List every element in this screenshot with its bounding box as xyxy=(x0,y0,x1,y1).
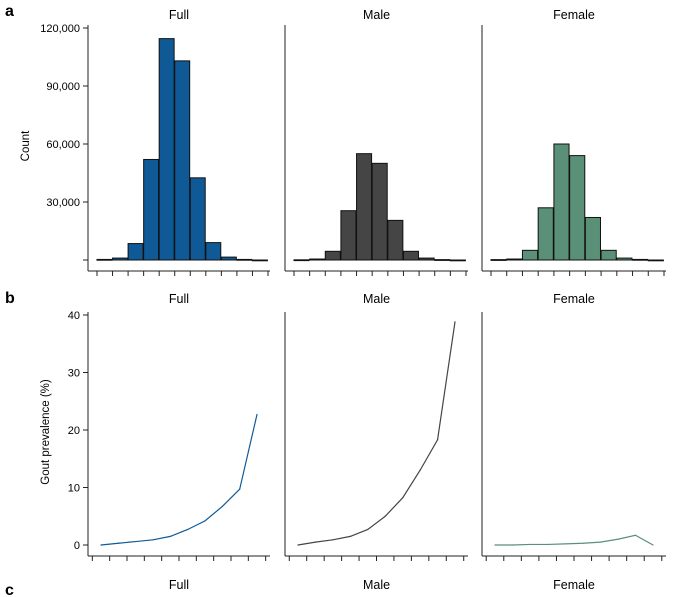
facet-title-b-female: Female xyxy=(553,292,595,306)
bar-full-11 xyxy=(251,259,268,262)
facet-title-female: Female xyxy=(553,8,595,22)
point-full-9 xyxy=(239,488,241,490)
point-female-1 xyxy=(494,544,496,546)
point-male-6 xyxy=(384,515,386,517)
bar-female-4 xyxy=(537,207,554,261)
bar-full-6 xyxy=(174,60,191,261)
bar-female-3 xyxy=(521,249,539,261)
bar-male-6 xyxy=(371,162,388,261)
bar-male-8 xyxy=(402,250,419,261)
series-line-full xyxy=(100,414,258,546)
facet-title-full: Full xyxy=(169,8,189,22)
point-male-10 xyxy=(454,321,456,323)
facet-title-c-male: Male xyxy=(363,578,390,592)
y-tick-label-prevalence-2: 20 xyxy=(68,425,80,437)
point-full-2 xyxy=(117,542,119,544)
point-female-8 xyxy=(617,538,619,540)
point-male-5 xyxy=(367,528,369,531)
panel-label-a: a xyxy=(5,3,14,20)
y-tick-label-count-1: 30,000 xyxy=(46,197,80,209)
point-full-6 xyxy=(187,528,189,531)
bar-male-9 xyxy=(418,257,435,261)
series-line-male xyxy=(297,321,456,546)
y-tick-label-count-3: 90,000 xyxy=(46,81,80,93)
bar-male-11 xyxy=(449,259,466,262)
bar-male-5 xyxy=(356,153,373,261)
bar-female-2 xyxy=(506,258,523,261)
bar-male-1 xyxy=(293,259,310,262)
point-female-7 xyxy=(599,541,601,543)
bar-female-10 xyxy=(632,258,649,261)
y-tick-label-prevalence-4: 40 xyxy=(68,310,80,322)
point-full-10 xyxy=(256,413,258,416)
bar-male-3 xyxy=(324,250,341,261)
bar-full-8 xyxy=(205,242,222,261)
point-male-4 xyxy=(349,535,351,537)
bar-female-5 xyxy=(553,143,570,261)
y-axis-title-prevalence: Gout prevalence (%) xyxy=(40,379,52,485)
facet-title-b-full: Full xyxy=(169,292,189,306)
bar-full-7 xyxy=(189,177,206,261)
facet-title-male: Male xyxy=(363,8,390,22)
point-full-1 xyxy=(100,544,102,546)
bar-male-10 xyxy=(434,259,451,261)
y-tick-label-prevalence-3: 30 xyxy=(68,368,80,380)
point-female-10 xyxy=(652,544,654,546)
bar-female-1 xyxy=(490,259,507,261)
bar-female-9 xyxy=(616,257,633,261)
panel-label-b: b xyxy=(5,290,15,307)
point-full-5 xyxy=(169,535,171,537)
point-female-9 xyxy=(634,534,637,536)
point-male-8 xyxy=(419,469,421,471)
point-full-3 xyxy=(135,540,137,543)
bar-full-9 xyxy=(220,256,237,261)
point-male-1 xyxy=(297,544,299,546)
bar-full-5 xyxy=(158,38,175,261)
bar-female-7 xyxy=(584,216,601,261)
point-full-8 xyxy=(221,505,223,508)
point-female-5 xyxy=(564,543,566,545)
point-female-3 xyxy=(529,543,531,546)
bar-female-6 xyxy=(569,155,586,261)
bar-full-3 xyxy=(127,243,144,261)
bar-full-2 xyxy=(112,257,129,261)
facet-title-b-male: Male xyxy=(363,292,390,306)
panel-label-c: c xyxy=(5,582,14,597)
point-female-4 xyxy=(547,543,549,546)
facet-title-c-full: Full xyxy=(169,578,189,592)
point-female-2 xyxy=(511,544,514,546)
bar-male-2 xyxy=(309,258,326,261)
panel-b-prevalence-lines: Full 0 10 20 30 40 Male Female Gout prevalence (… xyxy=(40,292,666,561)
point-female-6 xyxy=(582,542,584,544)
facet-title-c-female: Female xyxy=(553,578,595,592)
point-full-7 xyxy=(204,520,206,522)
y-tick-label-prevalence-0: 0 xyxy=(74,540,80,552)
point-male-9 xyxy=(436,439,439,441)
bar-female-11 xyxy=(647,259,664,262)
bar-male-4 xyxy=(340,210,357,261)
y-axis-title-count: Count xyxy=(20,130,32,161)
y-tick-label-count-2: 60,000 xyxy=(46,139,80,151)
series-line-female xyxy=(495,534,654,546)
bar-male-7 xyxy=(387,219,404,261)
bar-full-4 xyxy=(143,158,160,261)
bar-female-8 xyxy=(600,249,617,261)
point-male-2 xyxy=(314,541,317,543)
y-tick-label-count-4: 120,000 xyxy=(40,23,80,35)
point-male-3 xyxy=(332,539,334,541)
bar-full-1 xyxy=(96,258,113,261)
point-male-7 xyxy=(402,497,404,499)
panel-c-facet-titles: Full Male Female xyxy=(169,578,595,592)
y-tick-label-prevalence-1: 10 xyxy=(68,483,80,495)
bar-full-10 xyxy=(236,258,253,261)
panel-a-count-histograms: Full 30,000 60,000 90,000 120,000 Male Female C… xyxy=(20,8,666,276)
point-full-4 xyxy=(152,539,154,541)
